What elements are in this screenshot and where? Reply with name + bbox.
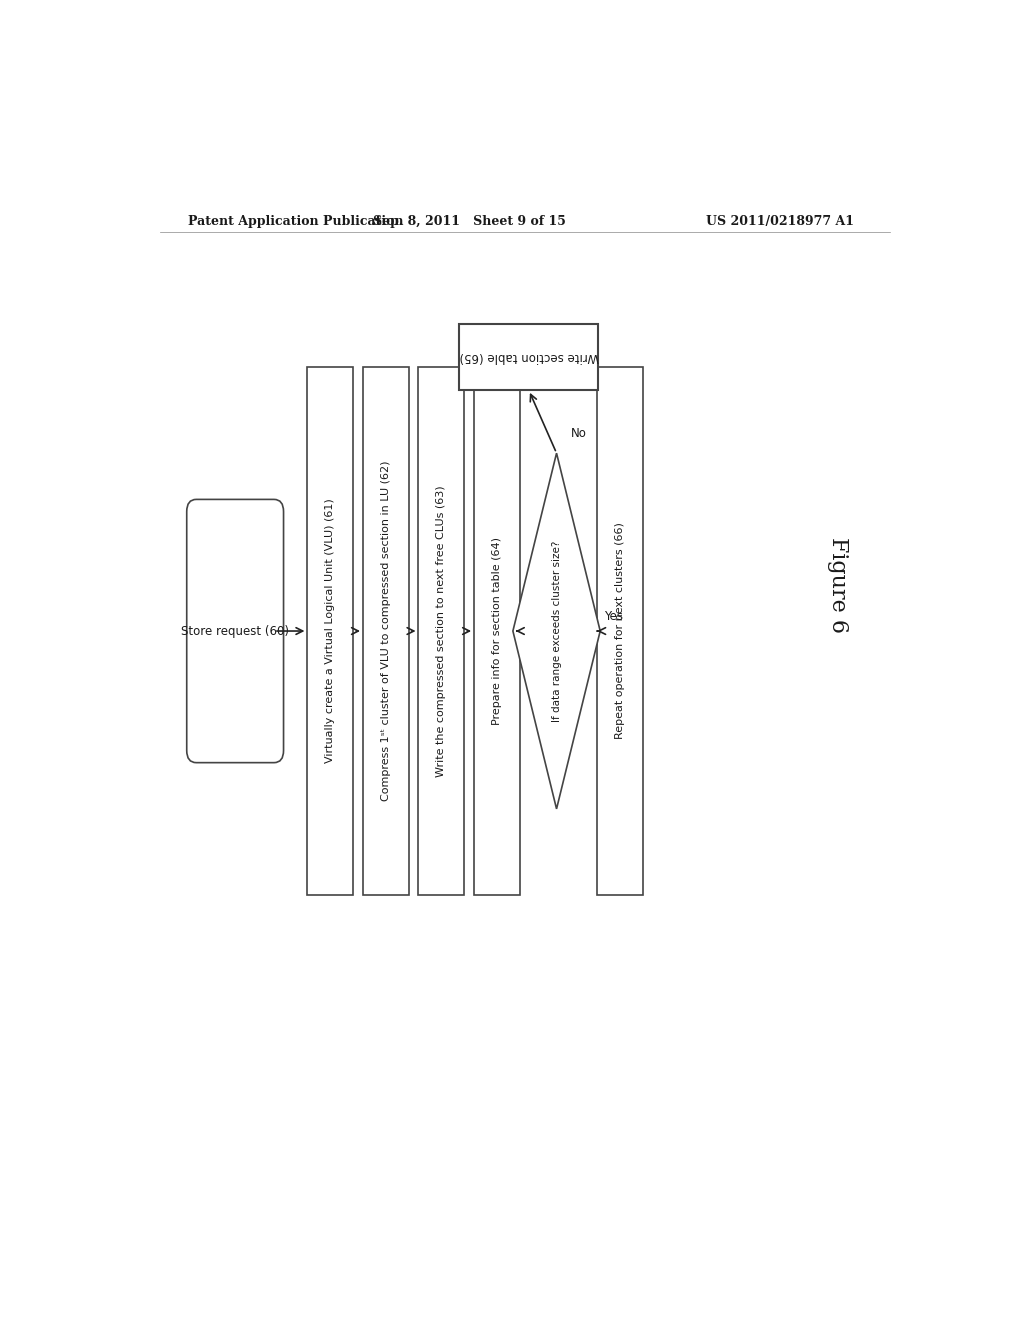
FancyBboxPatch shape	[186, 499, 284, 763]
Text: Virtually create a Virtual Logical Unit (VLU) (61): Virtually create a Virtual Logical Unit …	[326, 499, 336, 763]
Text: Compress 1ˢᵗ cluster of VLU to compressed section in LU (62): Compress 1ˢᵗ cluster of VLU to compresse…	[381, 461, 391, 801]
Text: Write the compressed section to next free CLUs (63): Write the compressed section to next fre…	[436, 486, 446, 777]
Text: Yes: Yes	[604, 610, 624, 623]
Text: Sep. 8, 2011   Sheet 9 of 15: Sep. 8, 2011 Sheet 9 of 15	[373, 215, 565, 228]
Text: Write section table (65): Write section table (65)	[459, 350, 598, 363]
Bar	[362, 367, 409, 895]
Bar	[307, 367, 353, 895]
Bar	[597, 367, 643, 895]
Bar	[419, 367, 465, 895]
Text: Figure 6: Figure 6	[827, 537, 849, 634]
Text: Repeat operation for next clusters (66): Repeat operation for next clusters (66)	[615, 523, 625, 739]
Polygon shape	[513, 453, 600, 809]
Text: No: No	[570, 426, 587, 440]
Text: Store request (60): Store request (60)	[181, 624, 289, 638]
Bar	[474, 367, 520, 895]
Bar	[460, 323, 598, 389]
Text: If data range exceeds cluster size?: If data range exceeds cluster size?	[552, 540, 561, 722]
Text: Patent Application Publication: Patent Application Publication	[187, 215, 403, 228]
Text: Prepare info for section table (64): Prepare info for section table (64)	[492, 537, 502, 725]
Text: US 2011/0218977 A1: US 2011/0218977 A1	[707, 215, 854, 228]
